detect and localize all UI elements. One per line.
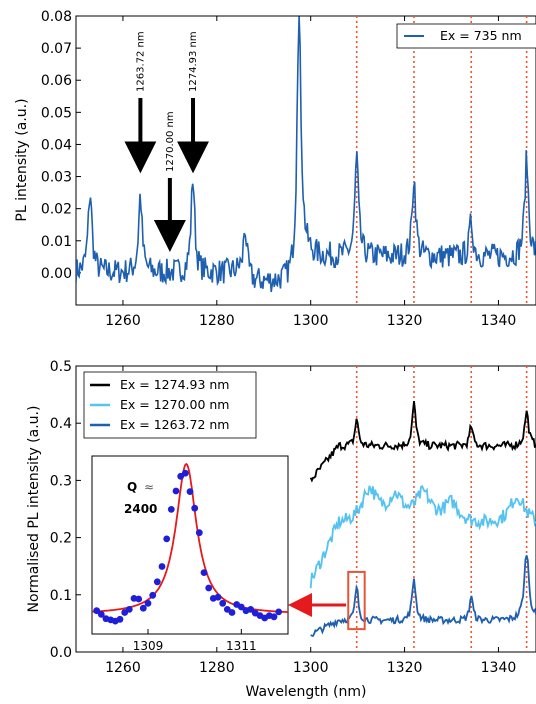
inset-point-23	[200, 569, 208, 576]
top-ytick-label-2: 0.02	[41, 202, 72, 218]
inset-xtick-label-0: 1309	[133, 639, 164, 653]
top-panel: 0.00 0.01 0.02 0.03 0.04 0.05 0.06 0.07 0.08 126…	[14, 9, 536, 329]
legend-label-ex-1274: Ex = 1274.93 nm	[120, 377, 229, 392]
inset-point-33	[247, 606, 255, 613]
top-ytick-label-4: 0.04	[41, 137, 72, 153]
annotation-label-2: 1274.93 nm	[188, 31, 199, 92]
top-y-axis-label: PL intensity (a.u.)	[14, 98, 30, 221]
legend-label-ex-1263: Ex = 1263.72 nm	[120, 417, 229, 432]
q-factor-inset: 1309 1311 Q ≈ 2400	[91, 455, 289, 653]
top-xtick-label-3: 1320	[387, 313, 423, 329]
annotation-label-1: 1270.00 nm	[165, 111, 176, 172]
bottom-ytick-label-0: 0.0	[50, 645, 72, 661]
top-xtick-label-1: 1280	[199, 313, 235, 329]
top-series-line-ex-735	[76, 16, 536, 293]
inset-xtick-label-1: 1311	[226, 639, 257, 653]
inset-frame	[91, 455, 289, 635]
top-ytick-label-8: 0.08	[41, 9, 72, 25]
top-xtick-label-2: 1300	[293, 313, 329, 329]
inset-point-26	[214, 593, 222, 601]
top-ytick-label-1: 0.01	[41, 234, 72, 250]
inset-point-15	[163, 535, 171, 543]
top-ytick-label-6: 0.06	[41, 73, 72, 89]
inset-point-31	[237, 603, 245, 611]
top-ytick-label-0: 0.00	[41, 266, 72, 282]
inset-point-13	[153, 578, 161, 586]
inset-point-12	[149, 591, 157, 599]
inset-point-5	[116, 615, 124, 623]
top-xtick-label-4: 1340	[481, 313, 517, 329]
top-series	[76, 16, 536, 293]
bottom-ytick-label-5: 0.5	[50, 359, 72, 375]
bottom-y-ticks: 0.0 0.1 0.2 0.3 0.4 0.5	[50, 359, 81, 661]
inset-point-11	[144, 599, 152, 607]
top-legend-label: Ex = 735 nm	[440, 28, 522, 43]
inset-content	[92, 462, 288, 625]
legend-label-ex-1270: Ex = 1270.00 nm	[120, 397, 229, 412]
inset-point-7	[125, 606, 133, 613]
inset-point-24	[205, 584, 213, 592]
inset-point-21	[191, 504, 199, 512]
bottom-xtick-label-4: 1340	[481, 660, 517, 676]
inset-x-ticks: 1309 1311	[133, 629, 257, 653]
top-ytick-label-7: 0.07	[41, 41, 72, 57]
top-legend: Ex = 735 nm	[396, 23, 536, 49]
bottom-panel: 0.00.10.20.30.40.5 1260 1280 1300 1320 1340 …	[26, 359, 536, 700]
bottom-series-line-0	[309, 401, 536, 483]
bottom-xtick-label-1: 1280	[199, 660, 235, 676]
inset-approx-symbol: ≈	[144, 480, 154, 494]
inset-point-22	[195, 529, 203, 537]
bottom-ytick-label-3: 0.3	[50, 473, 72, 489]
bottom-series-line-1	[309, 484, 536, 589]
inset-point-9	[135, 595, 143, 603]
top-y-ticks: 0.00 0.01 0.02 0.03 0.04 0.05 0.06 0.07 0.08	[41, 9, 81, 282]
bottom-xtick-label-3: 1320	[387, 660, 423, 676]
inset-point-0	[93, 607, 101, 615]
inset-point-29	[228, 609, 236, 616]
bottom-ytick-label-1: 0.1	[50, 588, 72, 604]
inset-point-14	[158, 563, 166, 570]
inset-q-value: 2400	[124, 502, 157, 516]
bottom-series	[309, 401, 536, 638]
bottom-x-axis-label: Wavelength (nm)	[246, 684, 367, 700]
top-ytick-label-5: 0.05	[41, 105, 72, 121]
inset-point-16	[167, 506, 175, 513]
top-xtick-label-0: 1260	[105, 313, 141, 329]
inset-point-27	[219, 599, 227, 607]
top-axes-frame	[75, 15, 536, 306]
top-legend-box	[396, 23, 536, 49]
inset-point-39	[275, 608, 283, 616]
inset-point-38	[270, 613, 278, 621]
bottom-y-axis-label: Normalised PL intensity (a.u.)	[26, 406, 42, 613]
top-x-ticks: 1260 1280 1300 1320 1340	[105, 16, 516, 329]
peak-highlight-box	[347, 570, 366, 631]
bottom-x-ticks: 1260 1280 1300 1320 1340	[105, 366, 516, 676]
bottom-ytick-label-4: 0.4	[50, 416, 72, 432]
inset-q-symbol: Q	[127, 480, 137, 494]
top-reference-lines	[355, 16, 528, 305]
inset-point-19	[181, 469, 189, 477]
bottom-ytick-label-2: 0.2	[50, 531, 72, 547]
annotation-label-0: 1263.72 nm	[135, 31, 146, 92]
bottom-series-line-2	[310, 555, 536, 638]
inset-point-20	[186, 488, 194, 495]
inset-point-1	[97, 611, 105, 618]
inset-lorentzian-fit	[92, 462, 288, 613]
inset-point-17	[172, 487, 180, 495]
inset-point-10	[139, 604, 147, 612]
bottom-legend: Ex = 1274.93 nm Ex = 1270.00 nm Ex = 126…	[83, 371, 257, 439]
bottom-axes-frame	[75, 365, 536, 653]
top-ytick-label-3: 0.03	[41, 170, 72, 186]
top-annotations: 1263.72 nm 1270.00 nm 1274.93 nm	[124, 31, 210, 252]
bottom-legend-box	[83, 371, 257, 439]
bottom-xtick-label-0: 1260	[105, 660, 141, 676]
bottom-xtick-label-2: 1300	[293, 660, 329, 676]
